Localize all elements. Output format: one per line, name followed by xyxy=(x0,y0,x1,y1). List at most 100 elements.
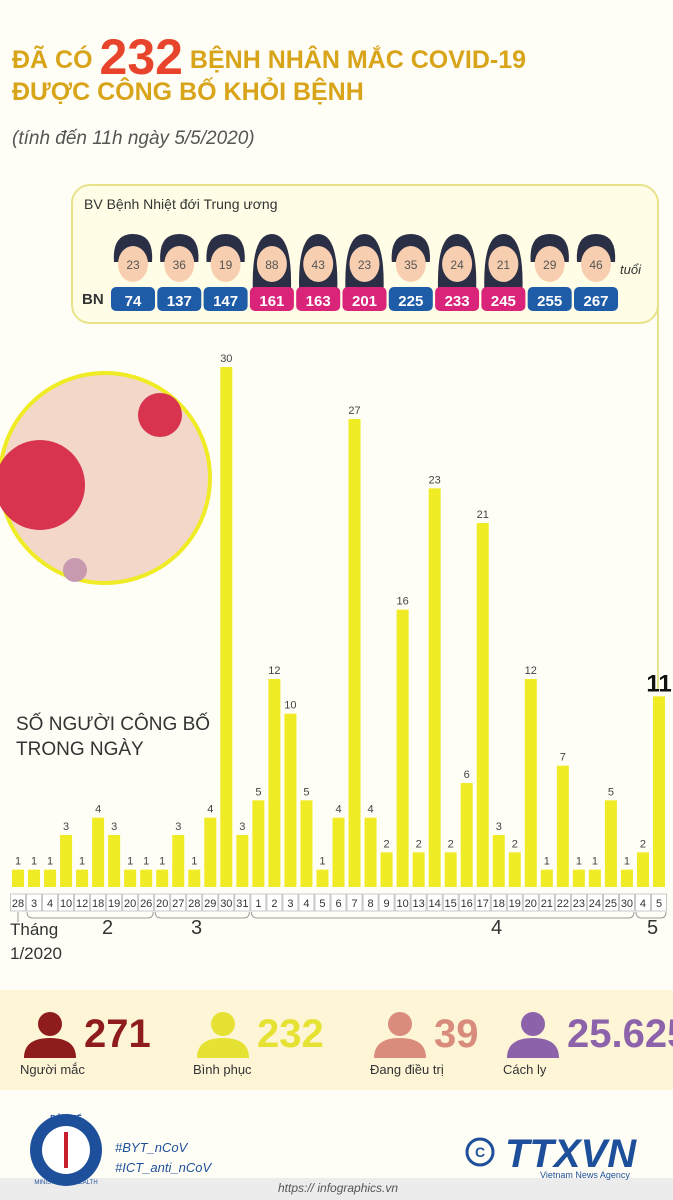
axis-cell xyxy=(266,893,283,912)
x-tick-label: 5 xyxy=(319,898,325,910)
bar xyxy=(476,523,489,887)
x-tick-label: 13 xyxy=(413,898,425,910)
bar xyxy=(620,869,633,887)
x-tick-label: 29 xyxy=(204,898,216,910)
x-tick-label: 15 xyxy=(445,898,457,910)
value-label: 11 xyxy=(646,670,671,697)
bn: 147 xyxy=(213,293,238,310)
axis-cell xyxy=(570,893,587,912)
axis-cell xyxy=(10,893,26,912)
month-bracket xyxy=(250,911,635,919)
title-suffix: BỆNH NHÂN MẮC COVID-19 xyxy=(189,46,527,74)
value-label: 4 xyxy=(367,804,373,816)
x-tick-label: 10 xyxy=(396,898,408,910)
bar xyxy=(636,852,649,887)
face xyxy=(581,246,611,282)
value-label: 1 xyxy=(544,856,550,868)
age-label: tuổi xyxy=(620,262,641,277)
person-head xyxy=(211,1012,235,1036)
month-bracket xyxy=(154,911,250,919)
value-label: 3 xyxy=(496,821,502,833)
person-body xyxy=(507,1038,559,1058)
x-tick-label: 19 xyxy=(509,898,521,910)
logo-top: BỘ Y TẾ xyxy=(50,1113,82,1123)
bar xyxy=(460,783,473,887)
axis-cell xyxy=(506,893,523,912)
url: https:// infographics.vn xyxy=(278,1181,399,1195)
value-label: 2 xyxy=(416,838,422,850)
title-line2: ĐƯỢC CÔNG BỐ KHỎI BỆNH xyxy=(12,78,364,106)
person-body xyxy=(197,1038,249,1058)
bar xyxy=(76,869,89,887)
bar xyxy=(348,419,361,887)
bar xyxy=(204,817,217,887)
title-number: 232 xyxy=(99,29,183,85)
value-label: 6 xyxy=(464,769,470,781)
bar xyxy=(188,869,201,887)
x-tick-label: 19 xyxy=(108,898,120,910)
x-tick-label: 16 xyxy=(461,898,473,910)
axis-cell xyxy=(202,893,219,912)
value-label: 3 xyxy=(175,821,181,833)
stat-label: Cách ly xyxy=(503,1062,547,1077)
bar xyxy=(316,869,329,887)
value-label: 1 xyxy=(15,856,21,868)
value-label: 12 xyxy=(268,665,280,677)
face xyxy=(256,246,287,282)
axis-cell xyxy=(330,893,347,912)
x-tick-label: 28 xyxy=(12,898,24,910)
x-tick-label: 7 xyxy=(351,898,357,910)
shirt xyxy=(296,287,341,311)
axis-cell xyxy=(186,893,203,912)
face xyxy=(164,246,195,282)
age: 21 xyxy=(497,258,511,272)
age: 43 xyxy=(312,258,326,272)
axis-cell xyxy=(314,893,331,912)
bn: 163 xyxy=(306,293,331,310)
x-tick-label: 25 xyxy=(605,898,617,910)
bn: 137 xyxy=(167,293,192,310)
age: 23 xyxy=(126,258,140,272)
axis-cell xyxy=(282,893,299,912)
axis-cell xyxy=(298,893,315,912)
bar xyxy=(332,817,345,887)
bar xyxy=(172,835,185,887)
person-head xyxy=(388,1012,412,1036)
axis-cell xyxy=(250,893,267,912)
x-tick-label: 1 xyxy=(255,898,261,910)
virus xyxy=(138,393,182,437)
bn: 161 xyxy=(259,293,284,310)
age: 36 xyxy=(173,258,187,272)
x-tick-label: 23 xyxy=(573,898,585,910)
bar xyxy=(156,869,169,887)
bar xyxy=(428,488,441,887)
shirt xyxy=(527,287,572,311)
virus xyxy=(63,558,87,582)
value-label: 5 xyxy=(255,786,261,798)
value-label: 1 xyxy=(191,856,197,868)
bar xyxy=(236,835,249,887)
x-tick-label: 14 xyxy=(429,898,441,910)
bar xyxy=(540,869,553,887)
copyright xyxy=(465,1137,495,1167)
stat-label: Người mắc xyxy=(20,1062,85,1077)
value-label: 23 xyxy=(429,474,441,486)
value-label: 1 xyxy=(127,856,133,868)
axis-cell xyxy=(138,893,155,912)
value-label: 1 xyxy=(319,856,325,868)
value-label: 1 xyxy=(79,856,85,868)
axis-cell xyxy=(538,893,555,912)
bar xyxy=(108,835,121,887)
value-label: 2 xyxy=(448,838,454,850)
face xyxy=(210,246,241,282)
value-label: 3 xyxy=(239,821,245,833)
axis-cell xyxy=(74,893,90,912)
face xyxy=(395,246,426,282)
shirt xyxy=(388,287,433,311)
shirt xyxy=(435,287,480,311)
axis-cell xyxy=(362,893,379,912)
axis-cell xyxy=(90,893,107,912)
x-tick-label: 5 xyxy=(656,898,662,910)
bar xyxy=(572,869,585,887)
